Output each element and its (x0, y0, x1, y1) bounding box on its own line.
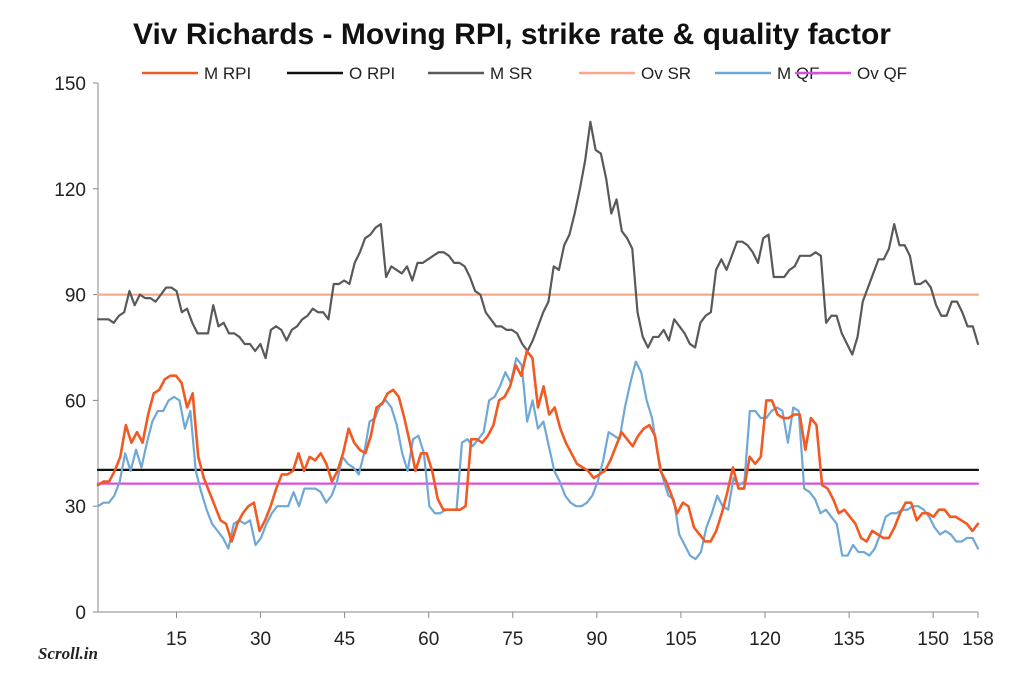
x-tick-label: 15 (166, 629, 187, 650)
y-tick-label: 0 (75, 603, 86, 624)
x-tick-label: 60 (418, 629, 439, 650)
y-tick-label: 60 (65, 391, 86, 412)
x-tick-label: 90 (586, 629, 607, 650)
x-tick-label: 30 (250, 629, 271, 650)
chart-title: Viv Richards - Moving RPI, strike rate &… (133, 18, 891, 51)
x-tick-label: 75 (502, 629, 523, 650)
x-tick-label: 150 (917, 629, 949, 650)
y-tick-label: 30 (65, 497, 86, 518)
axes: 0 30 60 90 120 150 15 30 45 60 75 90 105 120 135 150 158 (54, 74, 994, 650)
y-tick-label: 90 (65, 286, 86, 307)
brand-text: Scroll.in (38, 644, 98, 663)
legend-label: Ov SR (641, 64, 691, 83)
series-line-m-sr (96, 120, 980, 360)
series-line-m-rpi (96, 349, 980, 543)
y-tick-label: 150 (54, 74, 86, 95)
legend-label: M RPI (204, 64, 251, 83)
x-tick-label: 45 (334, 629, 355, 650)
legend-label: Ov QF (857, 64, 907, 83)
plot-area (96, 120, 980, 561)
y-tick-label: 120 (54, 180, 86, 201)
legend-label: M SR (490, 64, 533, 83)
x-tick-label: 135 (833, 629, 865, 650)
x-tick-label: 105 (665, 629, 697, 650)
legend: M RPI O RPI M SR Ov SR M QF Ov QF (142, 64, 907, 83)
brand-logo: Scroll.in (38, 644, 98, 663)
x-tick-label: 120 (749, 629, 781, 650)
x-tick-label: 158 (962, 629, 994, 650)
series-line-m-qf (96, 356, 980, 561)
legend-label: O RPI (349, 64, 395, 83)
